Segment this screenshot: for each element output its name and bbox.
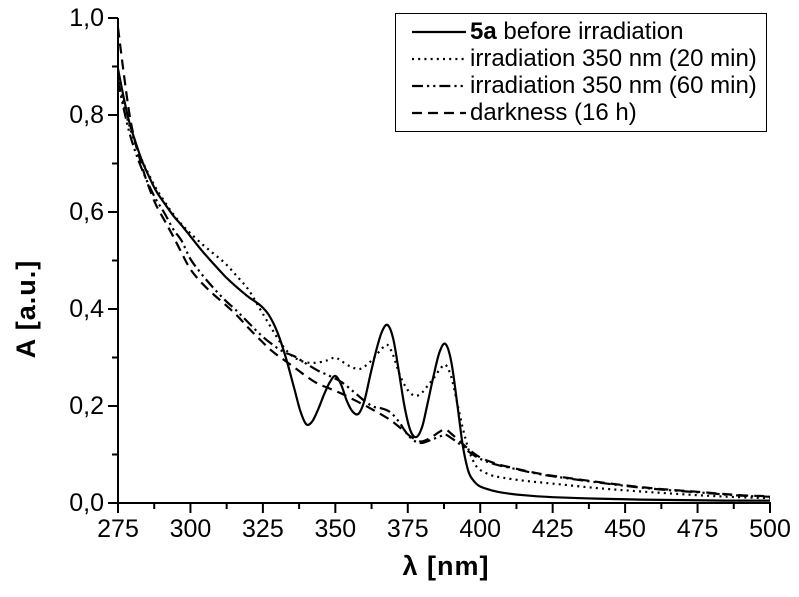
legend-item: 5a before irradiation	[408, 18, 760, 45]
x-tick-label: 275	[97, 515, 139, 543]
legend-item: irradiation 350 nm (60 min)	[408, 73, 760, 100]
legend-label: irradiation 350 nm (20 min)	[470, 44, 757, 72]
x-tick-label: 325	[242, 515, 284, 543]
x-tick-label: 350	[314, 515, 357, 543]
x-axis-label: λ [nm]	[402, 551, 490, 581]
x-tick-label: 300	[169, 515, 212, 543]
legend-line-sample-dotted	[412, 57, 466, 60]
x-tick-label: 475	[676, 515, 719, 543]
legend-label: irradiation 350 nm (60 min)	[470, 72, 757, 100]
legend-item: irradiation 350 nm (20 min)	[408, 45, 760, 72]
curve-solid	[116, 68, 771, 502]
legend-label: 5a before irradiation	[470, 17, 684, 45]
legend-item: darkness (16 h)	[408, 100, 760, 127]
legend-line-sample-solid	[412, 30, 466, 33]
x-tick-label: 375	[386, 515, 429, 543]
y-tick-label: 1,0	[69, 4, 104, 32]
y-tick-label: 0,4	[69, 295, 104, 323]
y-axis-label: A [a.u.]	[11, 259, 41, 359]
y-tick-label: 0,0	[69, 489, 104, 517]
legend-line-sample-dashed	[412, 112, 466, 115]
x-tick-label: 450	[604, 515, 646, 543]
y-tick-label: 0,8	[69, 101, 104, 129]
legend-label: darkness (16 h)	[470, 99, 637, 127]
x-tick-label: 425	[531, 515, 574, 543]
curve-dashed	[116, 27, 771, 498]
y-tick-label: 0,6	[69, 198, 104, 226]
curve-dashdotdot	[116, 80, 771, 498]
legend-line-sample-dashdotdot	[412, 85, 466, 88]
curve-dotted	[116, 75, 771, 500]
legend-box: 5a before irradiation irradiation 350 nm …	[395, 13, 767, 132]
x-tick-label: 400	[459, 515, 502, 543]
y-tick-label: 0,2	[69, 392, 104, 420]
x-tick-label: 500	[749, 515, 791, 543]
